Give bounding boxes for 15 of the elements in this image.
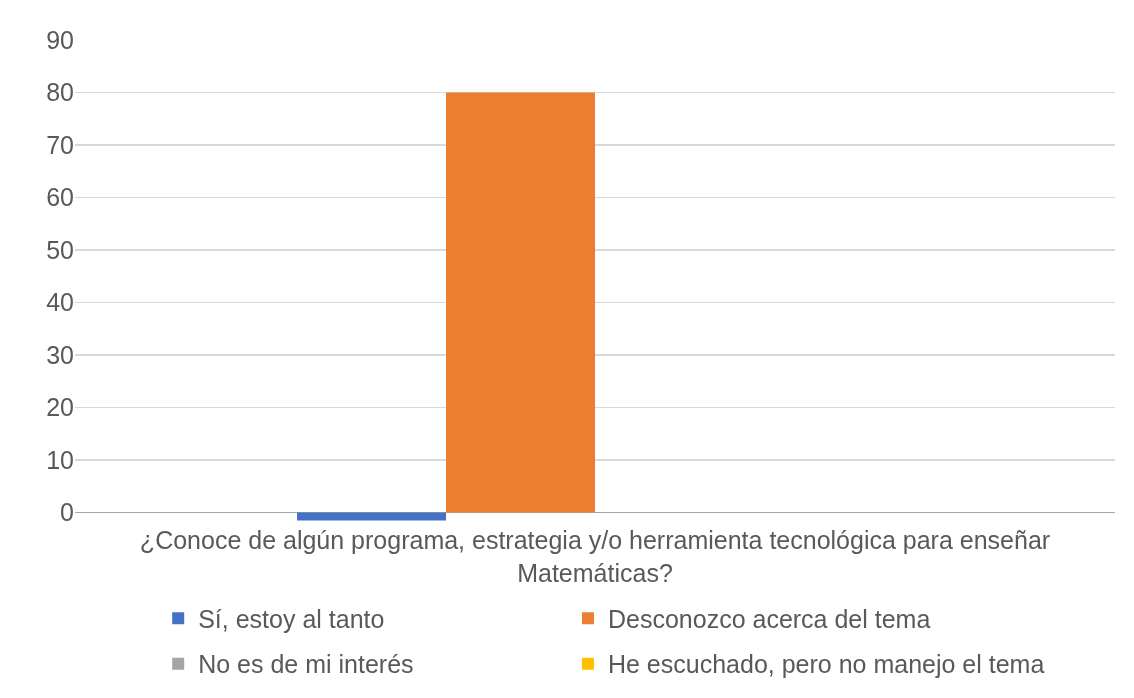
y-tick-label: 40 [46,288,74,317]
y-tick-label: 10 [46,445,74,474]
y-tick-label: 20 [46,393,74,422]
legend-label: Desconozco acerca del tema [607,604,931,633]
legend-label: No es de mi interés [198,650,414,679]
legend-label: He escuchado, pero no manejo el tema [607,650,1045,679]
legend-label: Sí, estoy al tanto [198,604,385,633]
y-tick-label: 70 [46,130,74,159]
x-tick-label: ¿Conoce de algún programa, estrategia y/o herramienta tecnológica para enseñar Matemáticas? [139,526,1051,587]
y-tick-label: 50 [46,235,74,264]
y-tick-label: 30 [46,340,74,369]
y-tick-label: 60 [46,183,74,212]
y-tick-label: 90 [46,25,74,54]
y-tick-label: 80 [46,78,74,107]
y-tick-label: 0 [60,498,74,527]
